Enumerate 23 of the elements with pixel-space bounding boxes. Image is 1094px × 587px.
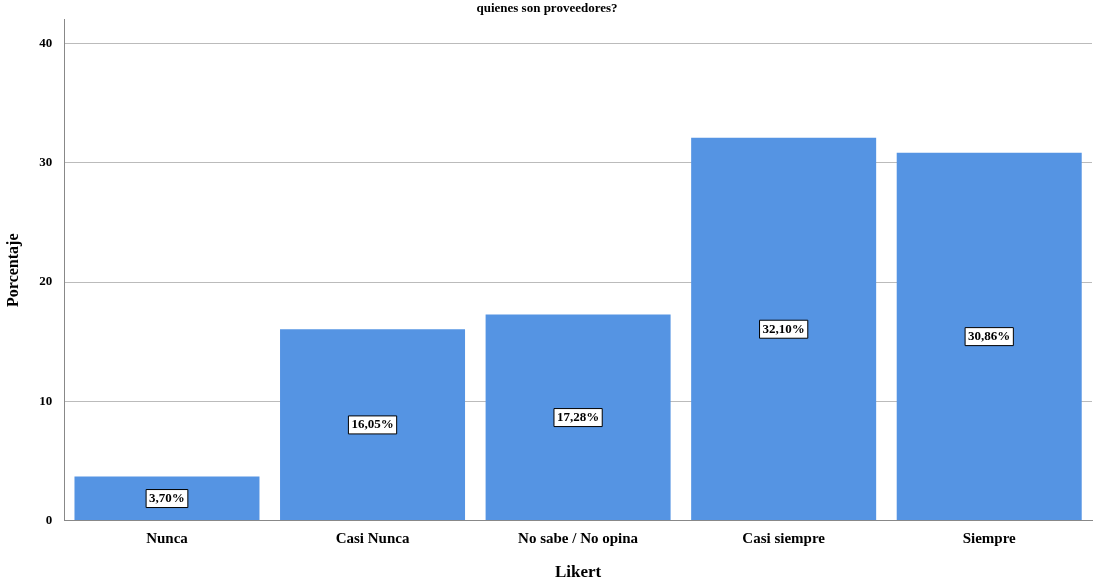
data-label: 16,05% (351, 416, 394, 432)
bar (896, 152, 1082, 521)
y-tick-label: 20 (39, 273, 53, 289)
data-label: 30,86% (968, 327, 1011, 343)
bar (74, 476, 260, 521)
x-axis-title: Likert (554, 562, 602, 582)
chart-title: quienes son proveedores? (475, 0, 619, 16)
y-tick-label: 40 (39, 35, 53, 51)
data-label: 3,70% (149, 489, 185, 505)
bar (691, 137, 877, 521)
bar (280, 329, 466, 521)
data-label: 32,10% (762, 320, 805, 336)
y-tick-label: 10 (39, 392, 53, 408)
y-axis-title: Porcentaje (3, 233, 22, 307)
x-tick-label: Casi Nunca (335, 530, 410, 547)
x-tick-label: Siempre (962, 530, 1017, 547)
y-tick-label: 30 (39, 154, 53, 170)
data-label: 17,28% (556, 408, 600, 424)
bar (485, 314, 671, 521)
x-tick-label: Casi siempre (742, 530, 826, 547)
y-tick-label: 0 (45, 511, 53, 527)
x-tick-label: Nunca (146, 530, 189, 547)
x-tick-label: No sabe / No opina (518, 530, 639, 547)
